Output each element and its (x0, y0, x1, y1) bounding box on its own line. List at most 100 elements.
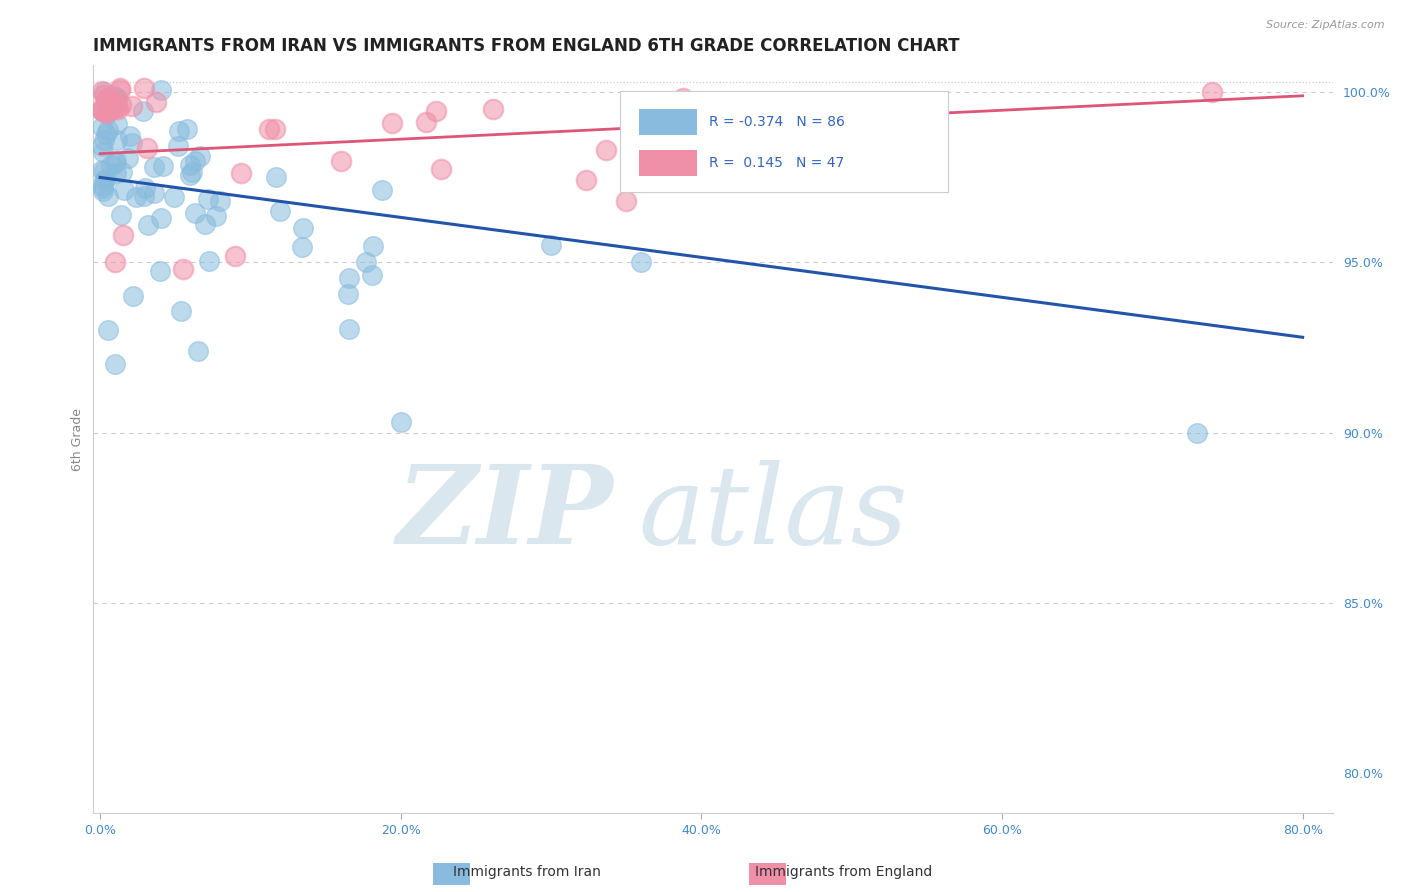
Point (97, 189, 120, 203)
Point (336, 287, 359, 301)
Point (104, 358, 127, 372)
Point (169, 304, 191, 318)
Point (105, 92, 128, 106)
Point (91, 184, 114, 198)
Point (105, 154, 128, 169)
Point (145, 95, 167, 109)
Point (264, 169, 287, 184)
Point (354, 255, 377, 269)
Point (540, 238, 562, 252)
Point (90, 103, 112, 118)
Text: atlas: atlas (638, 460, 908, 568)
Point (104, 255, 127, 269)
Point (91, 145, 114, 159)
Point (96, 172, 118, 186)
Point (94, 105, 117, 120)
Point (90, 138, 112, 153)
Point (337, 270, 360, 285)
Point (94, 93, 117, 107)
Point (194, 218, 217, 232)
Point (97, 103, 120, 118)
Point (172, 262, 194, 277)
Text: Immigrants from England: Immigrants from England (755, 865, 932, 880)
Point (264, 122, 287, 136)
Y-axis label: 6th Grade: 6th Grade (72, 408, 84, 471)
Point (98, 100, 121, 114)
Point (90, 84, 112, 98)
Point (134, 181, 156, 195)
Point (93, 178, 115, 193)
Point (163, 190, 186, 204)
Point (121, 99, 143, 113)
Point (149, 211, 172, 226)
Text: Source: ZipAtlas.com: Source: ZipAtlas.com (1267, 20, 1385, 29)
Point (180, 165, 202, 179)
FancyBboxPatch shape (640, 110, 696, 135)
Point (90, 103, 112, 118)
Point (1201, 86, 1223, 100)
Point (595, 143, 617, 157)
Point (134, 189, 156, 203)
Point (96, 127, 118, 141)
Point (105, 133, 128, 147)
Point (361, 239, 384, 253)
Point (630, 255, 652, 269)
Point (229, 166, 252, 180)
Text: R =  0.145   N = 47: R = 0.145 N = 47 (709, 156, 844, 170)
Point (93, 88, 115, 103)
Point (425, 103, 447, 118)
Point (93, 86, 115, 100)
Point (197, 253, 219, 268)
Point (118, 129, 141, 144)
Point (132, 81, 155, 95)
Point (143, 160, 166, 174)
Point (112, 183, 135, 197)
Point (103, 88, 125, 103)
Point (136, 218, 159, 232)
Text: R = -0.374   N = 86: R = -0.374 N = 86 (709, 115, 845, 129)
Point (100, 158, 122, 172)
Point (111, 228, 134, 243)
Point (183, 206, 205, 220)
Point (290, 240, 312, 254)
Point (104, 166, 127, 180)
FancyBboxPatch shape (620, 91, 948, 193)
Point (93, 173, 115, 187)
Point (672, 91, 695, 105)
Point (97, 123, 120, 137)
Point (101, 101, 124, 115)
Point (125, 190, 148, 204)
Point (330, 153, 353, 168)
Point (91, 180, 114, 194)
Point (90, 104, 112, 119)
Point (93, 133, 115, 147)
Point (149, 83, 172, 97)
Point (360, 268, 382, 283)
Point (183, 153, 205, 168)
Point (97, 91, 120, 105)
Point (614, 194, 637, 209)
Point (429, 161, 451, 176)
Point (90, 120, 112, 134)
Point (142, 186, 165, 200)
Point (105, 118, 128, 132)
FancyBboxPatch shape (640, 151, 696, 176)
Text: ZIP: ZIP (396, 460, 613, 568)
Point (575, 173, 598, 187)
Point (97, 103, 120, 118)
Point (110, 207, 132, 221)
Point (96, 107, 118, 121)
Point (641, 153, 664, 167)
Point (104, 155, 127, 169)
Point (370, 183, 392, 197)
Point (98, 94, 121, 108)
Point (187, 343, 209, 358)
Point (176, 121, 198, 136)
Point (152, 159, 174, 173)
Point (415, 115, 437, 129)
Point (122, 289, 145, 303)
Point (381, 116, 404, 130)
Point (188, 149, 211, 163)
Point (389, 415, 412, 429)
Point (90, 162, 112, 177)
